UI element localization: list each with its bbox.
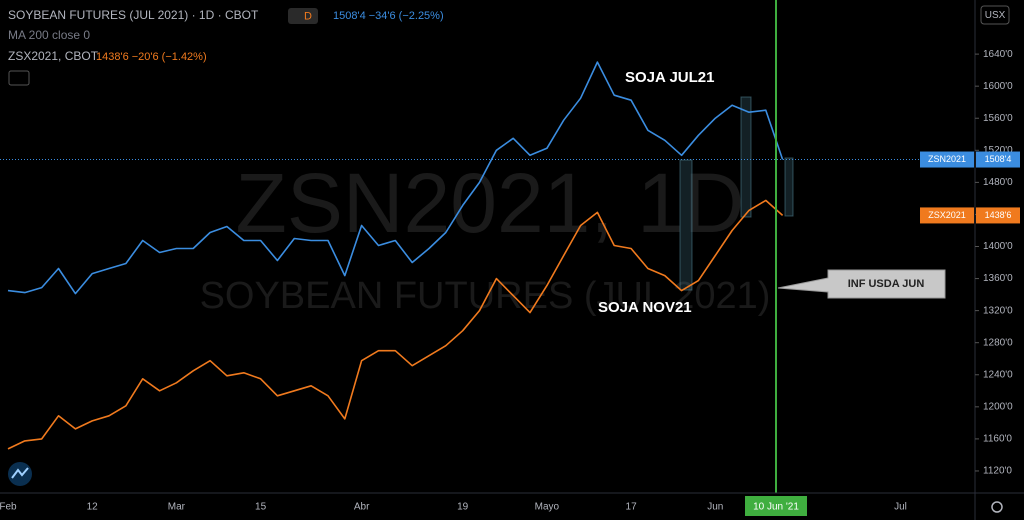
y-tick-label: 1280'0 [983, 337, 1013, 348]
x-tick-label: Feb [0, 502, 17, 513]
interval-badge: D [304, 10, 312, 22]
logo-mark [11, 467, 29, 479]
interval-badge-bg [288, 8, 318, 24]
y-tick-label: 1560'0 [983, 113, 1013, 124]
y-tick-label: 1120'0 [983, 466, 1012, 477]
symbol-tag: ZSX2021 [928, 210, 966, 220]
price-tag-bg [976, 151, 1020, 168]
y-tick-label: 1320'0 [983, 305, 1013, 316]
symbol-tag-bg [920, 151, 974, 168]
x-tick-label: 15 [255, 502, 267, 513]
watermark: ZSN2021, 1D [236, 156, 745, 250]
plot [0, 61, 975, 450]
y-tick-label: 1400'0 [983, 241, 1013, 252]
watermark-group: ZSN2021, 1D SOYBEAN FUTURES (JUL 2021) [200, 156, 771, 317]
x-tick-label: Mar [168, 502, 186, 513]
symbol-tag: ZSN2021 [928, 154, 966, 164]
drawing-box [740, 96, 752, 218]
drawing-box [784, 157, 794, 217]
y-tick-label: 1160'0 [983, 434, 1012, 445]
y-tick-label: 1600'0 [983, 81, 1013, 92]
crosshair-label-bg [745, 496, 807, 516]
crosshair-label: 10 Jun '21 [753, 502, 799, 513]
price-tag: 1508'4 [985, 154, 1012, 164]
y-tick-label: 1360'0 [983, 273, 1013, 284]
x-tick-label: 19 [457, 502, 469, 513]
chart-title: SOYBEAN FUTURES (JUL 2021) · 1D · CBOT [8, 8, 259, 22]
x-tick-label: Mayo [535, 502, 560, 513]
currency: USX [985, 10, 1006, 21]
x-tick-label: Jul [894, 502, 907, 513]
y-tick-label: 1200'0 [983, 401, 1013, 412]
series-line [7, 199, 784, 450]
symbol-tag-bg [920, 207, 974, 224]
price-tag-bg [976, 207, 1020, 224]
compare-symbol: ZSX2021, CBOT [8, 49, 99, 63]
series-line [7, 61, 784, 295]
compare-quote: 1438'6 −20'6 (−1.42%) [96, 51, 207, 63]
y-tick-label: 1480'0 [983, 177, 1013, 188]
settings-button[interactable] [991, 501, 1003, 513]
main-quote: 1508'4 −34'6 (−2.25%) [333, 10, 444, 22]
y-tick-label: 1520'0 [983, 145, 1013, 156]
annotation: INF USDA JUN [848, 278, 925, 290]
x-tick-label: 17 [626, 502, 638, 513]
y-tick-label: 1240'0 [983, 369, 1013, 380]
price-tag: 1438'6 [985, 210, 1012, 220]
y-tick-label: 1640'0 [983, 49, 1013, 60]
annotation: SOJA NOV21 [598, 299, 692, 316]
callout [777, 269, 946, 299]
indicator: MA 200 close 0 [8, 28, 90, 42]
currency-box[interactable] [980, 5, 1010, 25]
x-tick-label: Jun [707, 502, 723, 513]
axes: 1120'0 1160'0 1200'0 1240'0 1280'0 1320'0 1360… [0, 49, 1020, 513]
annotation: SOJA JUL21 [625, 69, 714, 86]
drawing-box [679, 159, 693, 291]
collapse-button[interactable] [8, 70, 30, 86]
x-tick-label: 12 [87, 502, 99, 513]
watermark-subtitle: SOYBEAN FUTURES (JUL 2021) [200, 275, 771, 317]
x-tick-label: Abr [354, 502, 370, 513]
